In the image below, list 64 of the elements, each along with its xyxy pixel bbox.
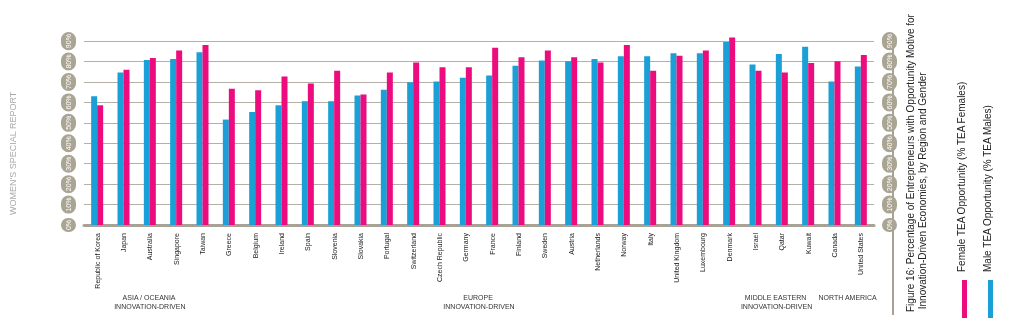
bar [149,57,156,225]
bar [571,57,578,225]
bar [307,83,314,225]
bar [459,77,466,225]
bar [617,56,624,225]
bar [775,54,782,225]
bar [565,61,572,225]
text: Male TEA Opportunity (% TEA Males) [982,105,993,272]
bar [281,76,288,225]
bar [518,57,525,225]
bar [97,105,104,225]
bar [802,46,809,225]
bar [623,45,630,225]
bar [597,62,604,225]
bar [650,70,657,225]
bar [91,96,98,225]
bar [222,119,229,225]
bar [380,89,387,225]
bar [860,55,867,225]
bar [196,52,203,225]
text: Female TEA Opportunity (% TEA Females) [956,81,967,272]
bar [723,41,730,225]
bar [386,72,393,225]
bar [781,72,788,225]
bar [228,88,235,225]
bar [176,50,183,225]
bar [407,82,414,225]
bar [538,60,545,225]
bar [354,95,361,225]
text: WOMEN'S SPECIAL REPORT [7,91,18,215]
bar [492,47,499,225]
bar [255,90,262,225]
bar [117,72,124,225]
bar [670,53,677,225]
bar [123,69,130,225]
bar [275,105,282,225]
bar [439,67,446,225]
bar [644,56,651,225]
bar [854,66,861,225]
bar [828,81,835,225]
bar [301,101,308,225]
bar [696,53,703,225]
bar [486,75,493,225]
bar [755,70,762,225]
bar [143,59,150,225]
bar [334,70,341,225]
bar [512,65,519,225]
bar [360,94,367,225]
bar [591,58,598,225]
bar [834,61,841,225]
bar [328,101,335,225]
bar [544,50,551,225]
bar [676,55,683,225]
bar [170,58,177,225]
bar [202,45,209,225]
bar [702,50,709,225]
bar [465,67,472,225]
bar [749,64,756,225]
text: Figure 16: Percentage of Entrepreneurs with Opportunity Motive for Innovation-Driven Economies, by Region and Gender [904,13,928,312]
bar [729,37,736,225]
bar [249,112,256,225]
bar [413,62,420,225]
bar [808,62,815,225]
bar [433,81,440,225]
